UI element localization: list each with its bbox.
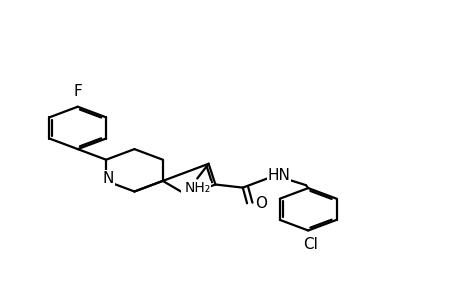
Text: Cl: Cl (302, 237, 317, 252)
Text: F: F (73, 84, 82, 99)
Text: HN: HN (267, 168, 290, 183)
Text: N: N (102, 171, 114, 186)
Text: O: O (255, 196, 267, 211)
Text: S: S (182, 182, 191, 197)
Text: NH₂: NH₂ (184, 182, 210, 195)
